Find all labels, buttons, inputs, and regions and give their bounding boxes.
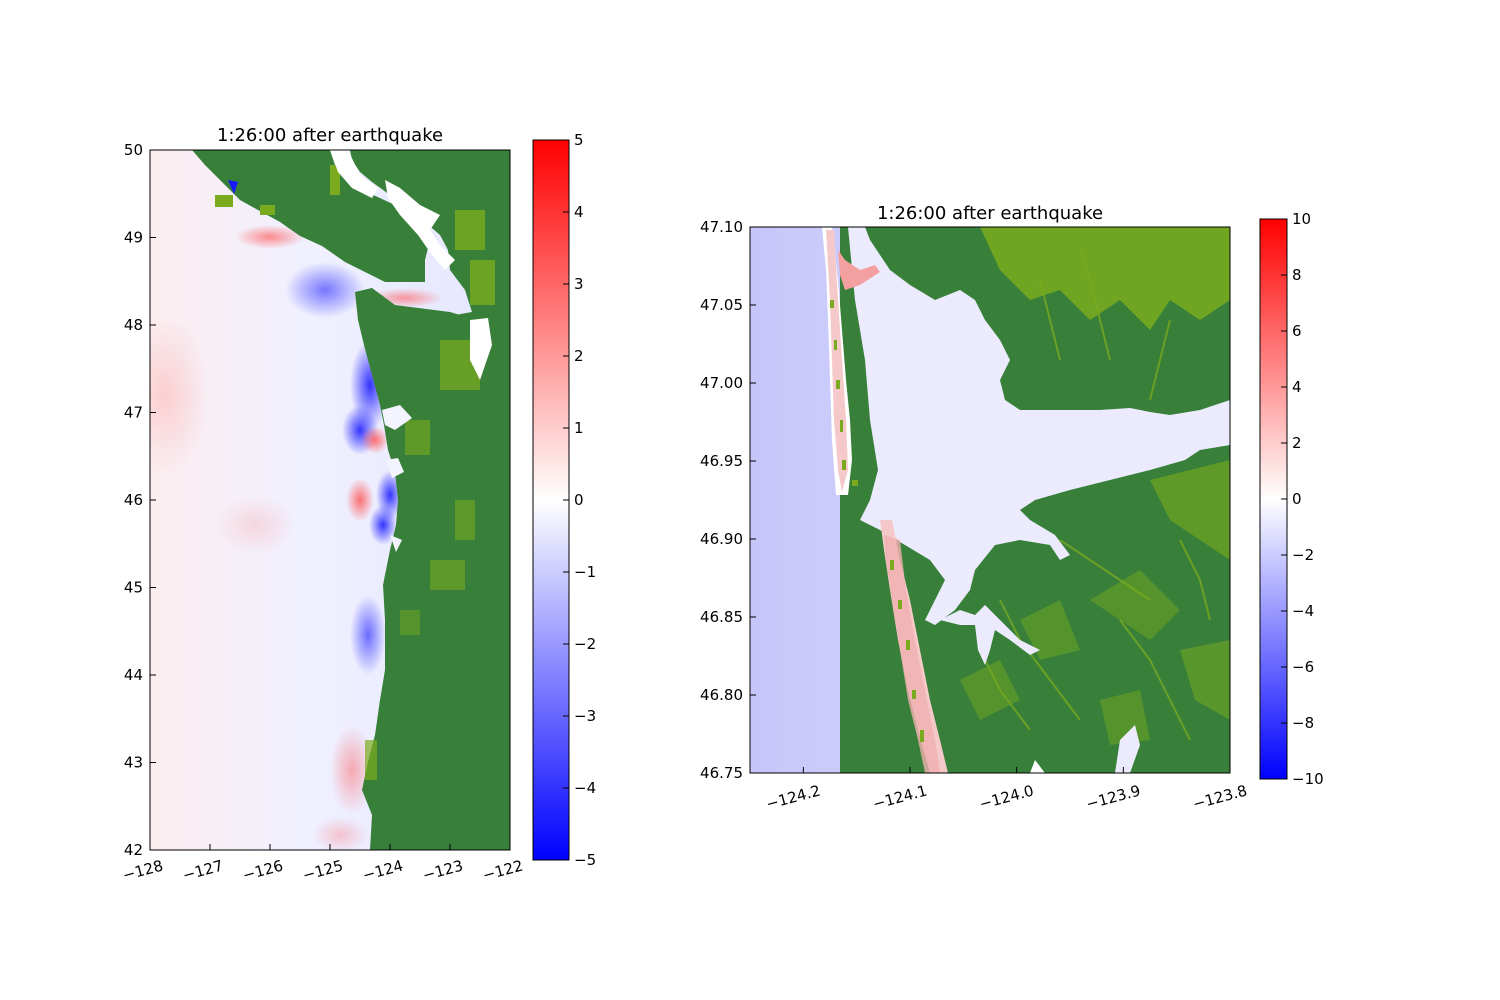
colorbar-ticks-right: −10 −8 −6 −4 −2 0 2 4 6 8 10 <box>1281 210 1324 788</box>
y-tick-label: 44 <box>124 666 143 684</box>
colorbar-tick-label: 10 <box>1292 210 1311 228</box>
y-tick-label: 46.90 <box>700 530 743 548</box>
y-tick-label: 47.00 <box>700 374 743 392</box>
y-tick-label: 49 <box>124 229 143 247</box>
colorbar-tick-label: 4 <box>1292 378 1302 396</box>
colorbar-tick-label: 0 <box>1292 490 1302 508</box>
x-tick-label: −126 <box>241 856 285 884</box>
x-tick-label: −124.0 <box>977 781 1035 813</box>
y-axis-left: 42 43 44 45 46 47 48 49 50 <box>124 141 156 859</box>
colorbar-tick-label: −3 <box>574 707 596 725</box>
colorbar-tick-label: −8 <box>1292 714 1314 732</box>
chart-title-left: 1:26:00 after earthquake <box>217 125 443 146</box>
colorbar-tick-label: −2 <box>574 635 596 653</box>
y-tick-label: 50 <box>124 141 143 159</box>
map-panel-left: 1:26:00 after earthquake −128 −127 −126 −12… <box>121 125 597 885</box>
colorbar-tick-label: 3 <box>574 275 584 293</box>
x-tick-label: −125 <box>301 856 345 884</box>
x-tick-label: −123 <box>421 856 465 884</box>
y-tick-label: 45 <box>124 579 143 597</box>
x-tick-label: −128 <box>121 856 165 884</box>
colorbar-tick-label: −6 <box>1292 658 1314 676</box>
x-tick-label: −127 <box>181 856 225 884</box>
land-right <box>822 227 1230 773</box>
map-image-right <box>750 227 1230 773</box>
y-tick-label: 47 <box>124 404 143 422</box>
y-tick-label: 46.75 <box>700 764 743 782</box>
y-axis-right: 46.75 46.80 46.85 46.90 46.95 47.00 47.05 47.10 <box>700 218 756 782</box>
x-tick-label: −123.8 <box>1191 781 1249 813</box>
x-tick-label: −124 <box>361 856 405 884</box>
y-tick-label: 46.85 <box>700 608 743 626</box>
colorbar-tick-label: 6 <box>1292 322 1302 340</box>
colorbar-tick-label: 0 <box>574 491 584 509</box>
colorbar-ticks-left: −5 −4 −3 −2 −1 0 1 2 3 4 5 <box>563 131 596 869</box>
colorbar-tick-label: −5 <box>574 851 596 869</box>
colorbar-tick-label: −2 <box>1292 546 1314 564</box>
colorbar-tick-label: −10 <box>1292 770 1324 788</box>
y-tick-label: 43 <box>124 754 143 772</box>
x-axis-right: −124.2 −124.1 −124.0 −123.9 −123.8 <box>764 767 1249 813</box>
colorbar-right: −10 −8 −6 −4 −2 0 2 4 6 8 10 <box>1259 210 1324 788</box>
chart-title-right: 1:26:00 after earthquake <box>877 203 1103 224</box>
y-tick-label: 42 <box>124 841 143 859</box>
map-image-left <box>150 150 510 850</box>
axes-frame-right <box>749 226 1231 774</box>
y-tick-label: 48 <box>124 316 143 334</box>
colorbar-tick-label: 8 <box>1292 266 1302 284</box>
land-left <box>192 150 510 850</box>
colorbar-tick-label: 2 <box>574 347 584 365</box>
colorbar-tick-label: 4 <box>574 203 584 221</box>
x-tick-label: −123.9 <box>1084 781 1142 813</box>
colorbar-tick-label: 5 <box>574 131 584 149</box>
colorbar-tick-label: −1 <box>574 563 596 581</box>
y-tick-label: 46.95 <box>700 452 743 470</box>
colorbar-tick-label: −4 <box>574 779 596 797</box>
x-tick-label: −124.2 <box>764 781 822 813</box>
colorbar-tick-label: −4 <box>1292 602 1314 620</box>
y-tick-label: 46 <box>124 491 143 509</box>
y-tick-label: 47.05 <box>700 296 743 314</box>
colorbar-tick-label: 1 <box>574 419 584 437</box>
x-tick-label: −122 <box>481 856 525 884</box>
y-tick-label: 46.80 <box>700 686 743 704</box>
colorbar-left: −5 −4 −3 −2 −1 0 1 2 3 4 5 <box>532 131 596 869</box>
y-tick-label: 47.10 <box>700 218 743 236</box>
x-tick-label: −124.1 <box>871 781 929 813</box>
colorbar-tick-label: 2 <box>1292 434 1302 452</box>
map-panel-right: 1:26:00 after earthquake −124.2 −124.1 −12… <box>700 203 1324 813</box>
